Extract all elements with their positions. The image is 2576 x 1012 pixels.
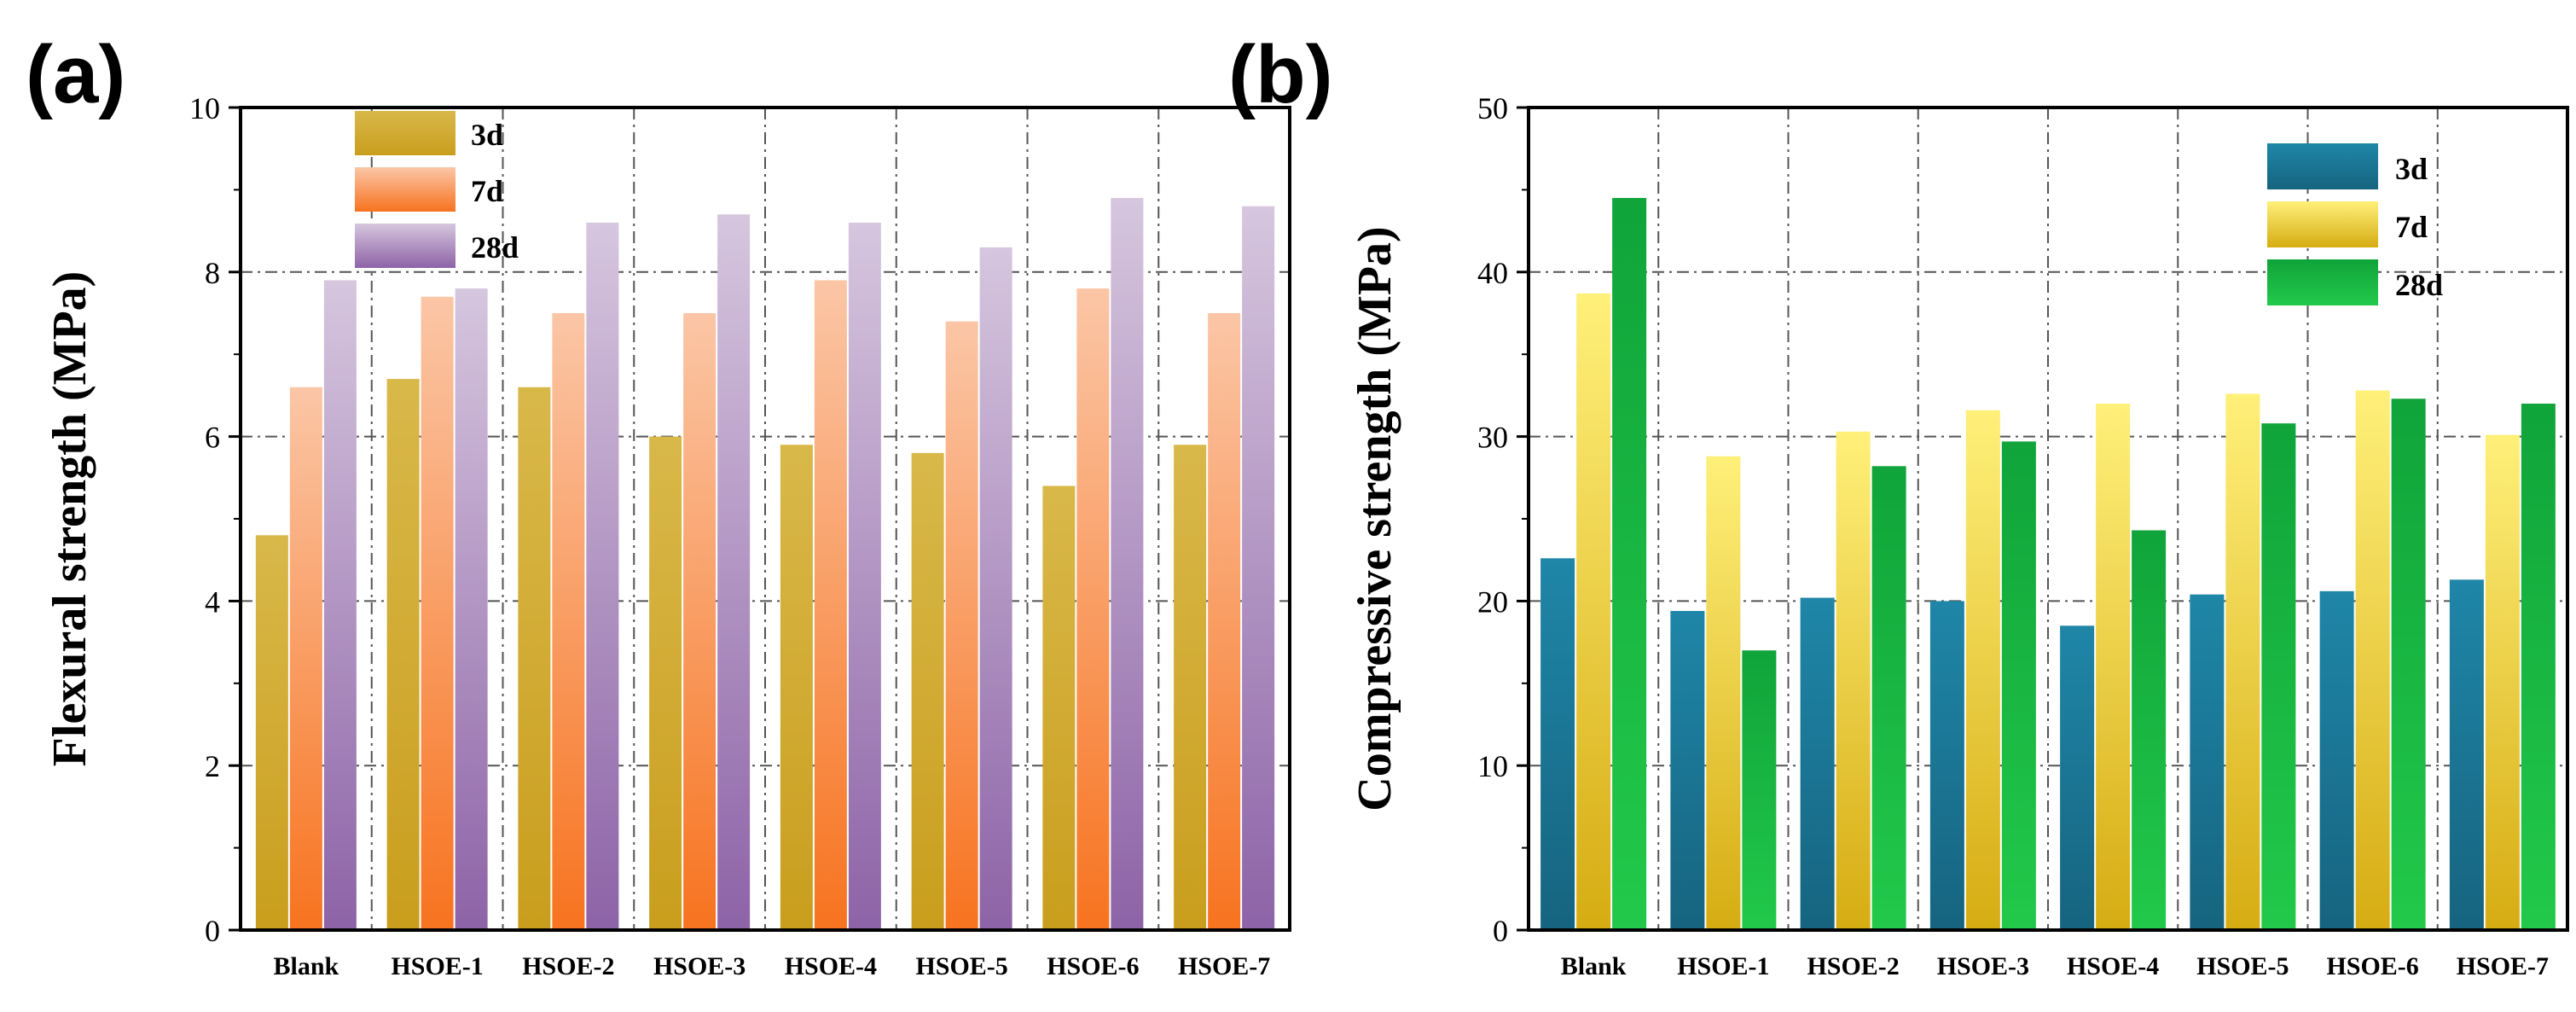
legend-label-28d: 28d (471, 230, 519, 265)
bar-28d-HSOE-6 (2391, 398, 2426, 931)
y-tick-label: 0 (205, 914, 220, 948)
x-tick-label: HSOE-6 (2326, 952, 2418, 980)
x-tick-label: HSOE-2 (522, 952, 614, 980)
y-tick-label: 2 (205, 749, 220, 783)
y-tick-label: 10 (189, 91, 220, 125)
legend-label-28d: 28d (2395, 268, 2443, 302)
flexural-strength-chart: (a) Blank HSOE-1 HSOE-2 HSOE-3 HSOE-4 HSOE-5 HS… (26, 29, 1291, 980)
bar-7d-HSOE-7 (1208, 313, 1241, 930)
y-tick-label: 50 (1477, 91, 1508, 125)
x-tick-label: HSOE-4 (2067, 952, 2159, 980)
bar-7d-HSOE-3 (683, 313, 717, 930)
bar-28d-HSOE-2 (586, 222, 619, 931)
y-tick-label: 8 (205, 256, 220, 290)
x-tick-label: HSOE-5 (2196, 952, 2289, 980)
y-tick-label: 40 (1477, 256, 1508, 290)
bar-28d-HSOE-6 (1111, 198, 1144, 931)
bar-28d-HSOE-7 (1242, 206, 1275, 930)
bar-7d-Blank (289, 387, 322, 930)
y-axis-title: Flexural strength (MPa) (44, 271, 96, 767)
bar-3d-HSOE-5 (911, 452, 944, 930)
x-tick-label: HSOE-7 (2457, 952, 2549, 980)
legend-swatch-7d (2267, 201, 2378, 247)
x-tick-label: HSOE-1 (1677, 952, 1769, 980)
legend: 3d 7d 28d (355, 111, 519, 268)
bar-7d-HSOE-5 (945, 321, 978, 930)
bar-7d-HSOE-6 (1076, 288, 1110, 931)
y-tick-label: 4 (205, 585, 220, 619)
y-tick-label: 6 (205, 421, 220, 455)
bar-28d-HSOE-1 (455, 288, 488, 931)
y-tick-label: 0 (1493, 914, 1508, 948)
x-tick-label: Blank (274, 952, 339, 980)
bar-3d-HSOE-1 (1670, 610, 1705, 930)
legend-label-3d: 3d (2395, 152, 2428, 186)
legend-swatch-7d (355, 167, 455, 212)
bar-28d-Blank (1612, 198, 1647, 931)
bar-3d-HSOE-7 (2449, 579, 2484, 930)
bar-28d-Blank (323, 280, 357, 930)
bar-28d-HSOE-3 (717, 214, 751, 930)
bar-7d-HSOE-2 (1836, 431, 1871, 930)
bar-28d-HSOE-7 (2521, 404, 2556, 930)
bar-3d-HSOE-6 (2319, 590, 2354, 930)
bar-3d-HSOE-2 (1800, 597, 1835, 930)
x-tick-label: HSOE-2 (1807, 952, 1899, 980)
bar-3d-HSOE-1 (386, 379, 420, 930)
bar-28d-HSOE-5 (2261, 423, 2296, 930)
x-tick-label: HSOE-7 (1178, 952, 1270, 980)
bar-7d-HSOE-5 (2225, 393, 2260, 930)
x-tick-label: HSOE-3 (1937, 952, 2029, 980)
legend-swatch-28d (2267, 259, 2378, 305)
bar-3d-HSOE-2 (518, 387, 551, 930)
legend-label-7d: 7d (2395, 210, 2428, 244)
bar-7d-HSOE-1 (421, 296, 454, 931)
bar-7d-HSOE-2 (552, 313, 585, 930)
bar-3d-HSOE-5 (2190, 594, 2225, 930)
legend: 3d 7d 28d (2267, 143, 2443, 305)
bar-3d-HSOE-4 (780, 445, 813, 930)
legend-label-3d: 3d (471, 118, 503, 152)
bar-3d-HSOE-7 (1174, 445, 1207, 930)
bar-7d-HSOE-6 (2355, 390, 2390, 931)
legend-swatch-3d (355, 111, 455, 155)
bar-28d-HSOE-1 (1742, 650, 1777, 930)
bar-3d-Blank (1540, 558, 1575, 930)
bar-3d-HSOE-3 (649, 436, 682, 931)
compressive-strength-chart: (b) Blank HSOE-1 HSOE-2 HSOE-3 HSOE-4 HSOE-5 HS… (1228, 29, 2569, 980)
bar-3d-HSOE-4 (2060, 625, 2095, 930)
panel-label: (a) (26, 29, 125, 120)
bar-3d-HSOE-6 (1042, 486, 1076, 930)
bar-7d-HSOE-4 (814, 280, 847, 930)
y-tick-label: 30 (1477, 421, 1508, 455)
x-tick-label: HSOE-1 (391, 952, 483, 980)
legend-swatch-3d (2267, 143, 2378, 189)
bar-3d-HSOE-3 (1929, 601, 1964, 930)
x-tick-label: Blank (1561, 952, 1627, 980)
x-tick-label: HSOE-4 (785, 952, 877, 980)
x-tick-label: HSOE-5 (915, 952, 1007, 980)
y-tick-label: 10 (1477, 749, 1508, 783)
x-tick-label: HSOE-3 (653, 952, 746, 980)
bar-7d-HSOE-7 (2485, 434, 2520, 930)
bar-28d-HSOE-2 (1871, 466, 1906, 930)
bar-7d-HSOE-4 (2096, 404, 2131, 930)
legend-swatch-28d (355, 224, 455, 268)
y-tick-label: 20 (1477, 585, 1508, 619)
panel-label: (b) (1228, 29, 1333, 120)
bar-28d-HSOE-3 (2001, 441, 2036, 930)
bar-7d-HSOE-3 (1965, 410, 2000, 930)
bar-28d-HSOE-4 (848, 222, 881, 931)
y-axis-title: Compressive strength (MPa) (1349, 226, 1401, 811)
bar-3d-Blank (255, 535, 288, 930)
bar-7d-Blank (1576, 293, 1611, 930)
bar-28d-HSOE-4 (2132, 530, 2167, 930)
bar-28d-HSOE-5 (979, 247, 1012, 930)
legend-label-7d: 7d (471, 174, 503, 208)
bar-7d-HSOE-1 (1706, 456, 1741, 930)
x-tick-label: HSOE-6 (1047, 952, 1139, 980)
